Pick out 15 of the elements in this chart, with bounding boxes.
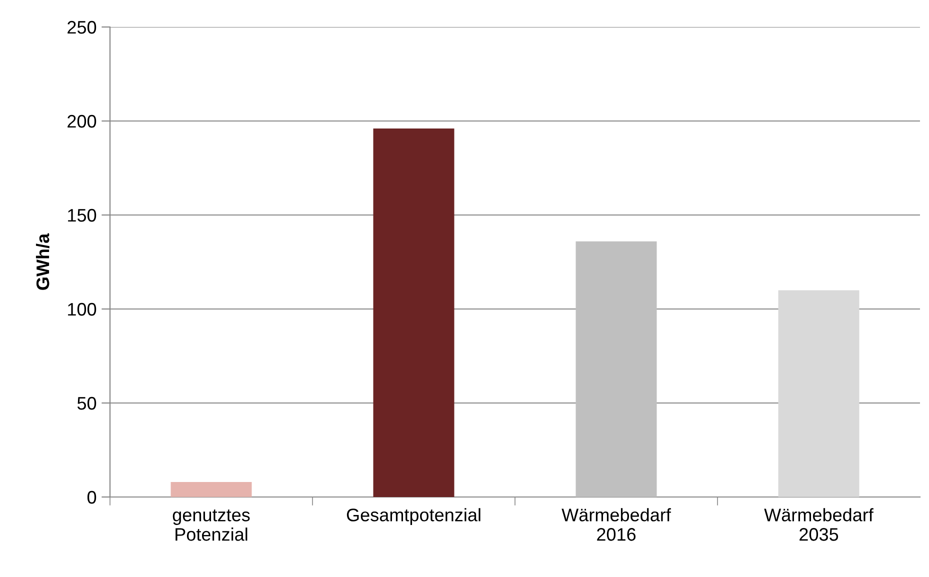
x-tick-label: Gesamtpotenzial [346, 508, 480, 525]
y-tick-label: 100 [68, 302, 96, 316]
bar [576, 241, 657, 497]
x-tick-label: Wärmebedarf 2016 [562, 508, 671, 541]
y-tick-label: 50 [77, 396, 96, 410]
y-tick-label: 250 [68, 20, 96, 34]
y-tick-label: 150 [68, 208, 96, 222]
x-tick-label: Wärmebedarf 2035 [764, 508, 874, 541]
x-tick-label: genutztes Potenzial [172, 510, 250, 541]
bar [778, 290, 860, 497]
y-axis-title: GWh/a [36, 233, 50, 290]
bar [170, 482, 252, 497]
bar [373, 128, 454, 497]
y-tick-label: 0 [87, 490, 96, 504]
y-tick-label: 200 [68, 114, 96, 128]
